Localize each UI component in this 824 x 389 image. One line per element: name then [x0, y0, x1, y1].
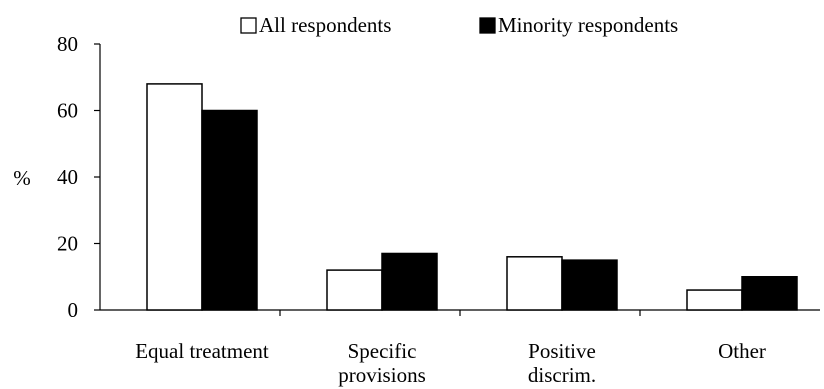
legend-label-minority: Minority respondents [498, 13, 678, 37]
x-ticks [279, 310, 641, 316]
legend: All respondents Minority respondents [240, 13, 678, 37]
y-ticks: 0 20 40 60 80 [57, 32, 100, 322]
legend-swatch-minority [479, 17, 496, 34]
bar-minority-2 [561, 259, 618, 311]
bar-all-2 [506, 256, 563, 311]
bars [146, 83, 798, 311]
y-tick-label: 40 [57, 165, 78, 189]
bar-all-3 [686, 289, 743, 311]
y-tick-label: 20 [57, 232, 78, 256]
legend-swatch-all [240, 17, 257, 34]
bar-all-1 [326, 269, 383, 311]
category-label: Positive discrim. [528, 339, 596, 387]
bar-minority-1 [381, 252, 438, 311]
bar-all-0 [146, 83, 203, 311]
bar-minority-3 [741, 276, 798, 311]
category-label: Specific provisions [338, 339, 426, 387]
y-tick-label: 60 [57, 99, 78, 123]
category-label: Equal treatment [135, 339, 269, 363]
legend-label-all: All respondents [259, 13, 391, 37]
y-axis-label: % [13, 166, 31, 190]
y-tick-label: 0 [68, 298, 79, 322]
category-label: Other [718, 339, 766, 363]
y-tick-label: 80 [57, 32, 78, 56]
category-labels: Equal treatment Specific provisions Positiv… [135, 339, 766, 387]
bar-minority-0 [201, 109, 258, 311]
